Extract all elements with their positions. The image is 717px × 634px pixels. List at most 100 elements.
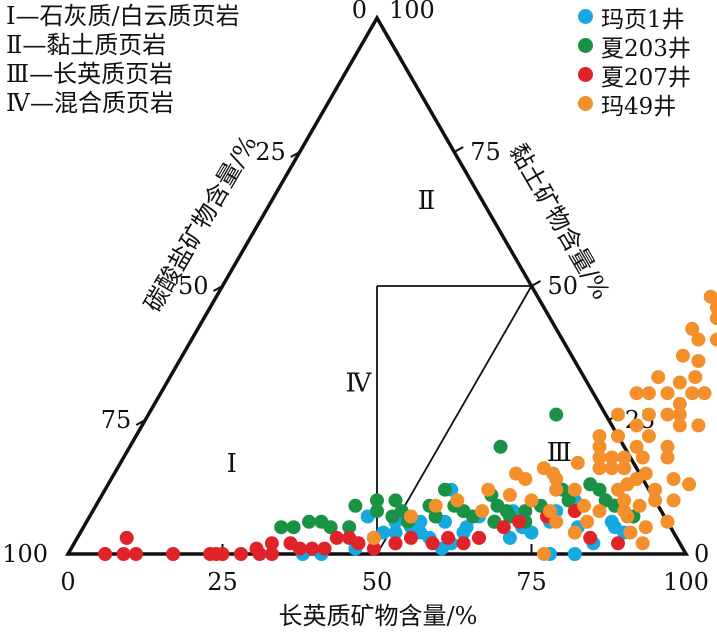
- legend-item: 夏203井: [578, 31, 691, 62]
- tick-mark: [290, 151, 301, 158]
- data-point: [305, 541, 320, 556]
- data-point: [292, 541, 307, 556]
- data-point: [660, 386, 675, 401]
- data-point: [577, 498, 591, 513]
- data-point: [98, 547, 113, 561]
- legend-label: 玛49井: [601, 93, 677, 120]
- data-point: [234, 547, 248, 561]
- data-point: [166, 547, 181, 561]
- data-point: [629, 418, 644, 433]
- data-point: [638, 466, 653, 481]
- data-point: [666, 472, 681, 486]
- data-point: [129, 547, 143, 561]
- zone-legend: Ⅰ—石灰质/白云质页岩 Ⅱ—黏土质页岩 Ⅲ—长英质页岩 Ⅳ—混合质页岩: [6, 2, 240, 118]
- tick-label: 50: [362, 568, 393, 596]
- data-point: [617, 450, 632, 465]
- data-point: [348, 498, 363, 513]
- data-point: [546, 466, 561, 481]
- legend-item: 玛49井: [578, 89, 691, 120]
- data-point: [638, 520, 653, 535]
- data-point: [388, 536, 403, 551]
- data-point: [592, 482, 607, 497]
- tick-label: 75: [101, 406, 132, 434]
- data-point: [691, 418, 706, 433]
- data-point: [685, 386, 700, 401]
- data-point: [672, 396, 687, 411]
- tick-label: 100: [2, 540, 48, 568]
- tick-label: 50: [178, 272, 209, 300]
- zone-label-2: Ⅱ: [418, 186, 436, 216]
- series-legend: 玛页1井 夏203井 夏207井 玛49井: [578, 2, 691, 120]
- zone-label-3: Ⅲ: [547, 438, 572, 468]
- data-point: [370, 493, 384, 508]
- data-point: [592, 439, 607, 454]
- tick-label: 75: [470, 138, 501, 166]
- data-point: [697, 386, 712, 401]
- legend-label: 玛页1井: [601, 6, 685, 33]
- data-point: [543, 504, 557, 519]
- tick-label: 25: [207, 568, 238, 596]
- data-point: [709, 300, 717, 315]
- legend-marker: [578, 67, 593, 82]
- data-point: [209, 547, 224, 561]
- data-point: [641, 386, 656, 401]
- data-point: [317, 541, 332, 556]
- tick-label: 50: [548, 272, 579, 300]
- legend-label: 夏203井: [601, 35, 691, 62]
- data-point: [685, 321, 700, 336]
- tick-mark: [135, 419, 146, 426]
- data-point: [604, 461, 619, 476]
- data-point: [388, 493, 403, 508]
- data-point: [660, 514, 675, 529]
- zone-labels: Ⅰ Ⅱ Ⅲ Ⅳ: [227, 186, 572, 479]
- data-point: [438, 482, 452, 497]
- legend-item: 夏207井: [578, 60, 691, 91]
- tick-label: 75: [516, 568, 547, 596]
- data-point: [441, 530, 456, 545]
- data-point: [567, 547, 582, 561]
- data-point: [366, 530, 381, 545]
- data-point: [672, 375, 687, 390]
- data-point: [592, 450, 607, 465]
- data-point: [623, 525, 638, 540]
- data-points: [98, 289, 717, 561]
- data-point: [456, 525, 471, 540]
- data-point: [428, 498, 443, 513]
- data-point: [660, 450, 675, 465]
- data-point: [481, 482, 496, 497]
- data-point: [518, 472, 533, 486]
- data-point: [611, 536, 625, 551]
- data-point: [351, 536, 366, 551]
- data-point: [709, 311, 717, 326]
- data-point: [518, 504, 533, 519]
- tick-label: 0: [352, 0, 367, 24]
- data-point: [583, 530, 598, 545]
- data-point: [682, 477, 697, 492]
- tick-label: 0: [60, 568, 75, 596]
- legend-marker: [578, 9, 593, 24]
- data-point: [428, 509, 443, 524]
- data-point: [264, 547, 279, 561]
- data-point: [592, 461, 607, 476]
- zone-label-1: Ⅰ: [227, 449, 237, 479]
- tick-label: 100: [389, 0, 435, 24]
- data-point: [274, 520, 289, 535]
- data-point: [549, 482, 564, 497]
- data-point: [648, 482, 663, 497]
- data-point: [342, 520, 357, 535]
- data-point: [524, 493, 539, 508]
- tick-mark: [453, 146, 464, 153]
- data-point: [502, 530, 517, 545]
- tick-mark: [531, 280, 541, 287]
- data-point: [617, 461, 632, 476]
- data-point: [302, 514, 316, 529]
- data-point: [456, 536, 471, 551]
- data-point: [635, 536, 650, 551]
- zone-legend-item: Ⅰ—石灰质/白云质页岩: [6, 2, 240, 30]
- data-point: [651, 370, 666, 385]
- data-point: [592, 429, 607, 444]
- legend-label: 夏207井: [601, 64, 691, 91]
- zone-label-4: Ⅳ: [345, 368, 372, 398]
- tick-mark: [213, 285, 223, 292]
